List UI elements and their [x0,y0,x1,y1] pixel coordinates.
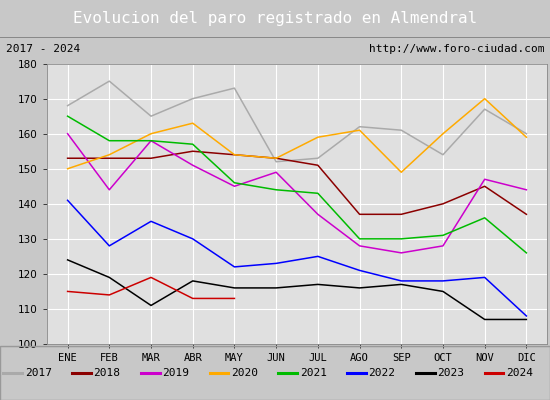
Text: 2022: 2022 [368,368,395,378]
Text: 2017: 2017 [25,368,52,378]
Text: 2020: 2020 [231,368,258,378]
Text: 2024: 2024 [506,368,533,378]
Text: 2023: 2023 [437,368,464,378]
Text: 2017 - 2024: 2017 - 2024 [6,44,80,54]
Text: Evolucion del paro registrado en Almendral: Evolucion del paro registrado en Almendr… [73,11,477,26]
Text: 2019: 2019 [162,368,189,378]
Text: http://www.foro-ciudad.com: http://www.foro-ciudad.com [369,44,544,54]
Text: 2018: 2018 [94,368,120,378]
Text: 2021: 2021 [300,368,327,378]
